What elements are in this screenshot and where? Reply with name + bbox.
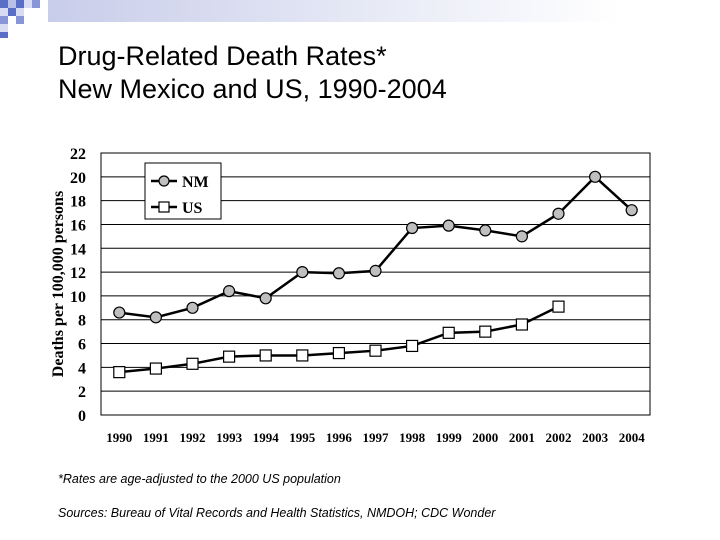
title-line-2: New Mexico and US, 1990-2004	[58, 74, 447, 104]
x-tick-label-2002: 2002	[546, 430, 572, 445]
point-us-1992	[186, 357, 199, 370]
x-tick-label-2000: 2000	[472, 430, 498, 445]
x-tick-label-1993: 1993	[216, 430, 243, 445]
point-nm-1991	[149, 311, 162, 324]
series-line-us	[119, 305, 560, 374]
y-tick-label-10: 10	[70, 289, 86, 306]
y-tick-label-16: 16	[70, 217, 86, 234]
point-us-2000	[479, 325, 492, 338]
corner-decoration	[0, 0, 720, 40]
legend-box	[144, 162, 222, 220]
title-line-1: Drug-Related Death Rates*	[58, 41, 387, 71]
y-tick-label-22: 22	[70, 146, 86, 163]
point-us-1995	[296, 349, 309, 362]
point-us-2002	[552, 300, 565, 313]
point-nm-1993	[223, 285, 236, 298]
plot-border	[100, 152, 651, 416]
x-tick-label-1996: 1996	[326, 430, 353, 445]
point-us-1998	[406, 339, 419, 353]
point-nm-1999	[442, 219, 455, 232]
y-axis-label: Deaths per 100,000 persons	[50, 191, 67, 377]
slide-title: Drug-Related Death Rates* New Mexico and…	[58, 40, 698, 106]
x-tick-label-1991: 1991	[143, 430, 169, 445]
point-us-1999	[442, 326, 455, 339]
x-tick-label-1990: 1990	[106, 430, 132, 445]
x-tick-label-1994: 1994	[253, 430, 280, 445]
sources-note: Sources: Bureau of Vital Records and Hea…	[58, 506, 496, 520]
point-us-1994	[259, 349, 272, 362]
x-tick-label-1999: 1999	[436, 430, 463, 445]
point-nm-1994	[259, 292, 272, 305]
point-us-2001	[515, 318, 529, 331]
point-nm-1996	[332, 267, 345, 280]
y-tick-label-12: 12	[70, 265, 86, 282]
point-nm-1992	[186, 301, 199, 314]
point-nm-1995	[296, 265, 309, 279]
point-nm-1998	[406, 221, 419, 235]
y-tick-label-2: 2	[78, 384, 86, 401]
point-nm-2004	[625, 204, 638, 217]
point-nm-2000	[479, 224, 492, 237]
point-nm-2001	[515, 230, 529, 243]
point-us-1996	[332, 346, 345, 360]
y-tick-label-20: 20	[70, 170, 86, 187]
x-tick-label-1995: 1995	[289, 430, 316, 445]
x-tick-label-1998: 1998	[399, 430, 426, 445]
x-tick-label-2004: 2004	[619, 430, 646, 445]
legend-marker-us	[158, 201, 170, 213]
x-tick-label-2003: 2003	[582, 430, 609, 445]
legend-label-us: US	[182, 200, 203, 217]
y-tick-label-0: 0	[78, 408, 86, 425]
y-tick-label-4: 4	[78, 360, 86, 377]
point-nm-2002	[552, 207, 565, 220]
y-tick-label-8: 8	[78, 313, 86, 330]
point-nm-2003	[588, 170, 602, 183]
y-tick-label-6: 6	[78, 337, 86, 354]
point-us-1997	[369, 344, 382, 357]
legend-marker-nm	[158, 175, 170, 187]
point-nm-1997	[369, 264, 382, 277]
legend-label-nm: NM	[182, 174, 209, 191]
point-nm-1990	[113, 306, 126, 319]
point-us-1990	[113, 366, 126, 379]
x-tick-label-1997: 1997	[363, 430, 390, 445]
x-tick-label-1992: 1992	[180, 430, 206, 445]
footnote: *Rates are age-adjusted to the 2000 US p…	[58, 472, 341, 486]
y-tick-label-18: 18	[70, 194, 86, 211]
x-tick-label-2001: 2001	[509, 430, 535, 445]
y-tick-label-14: 14	[70, 241, 86, 258]
point-us-1993	[223, 350, 236, 363]
point-us-1991	[149, 362, 162, 375]
